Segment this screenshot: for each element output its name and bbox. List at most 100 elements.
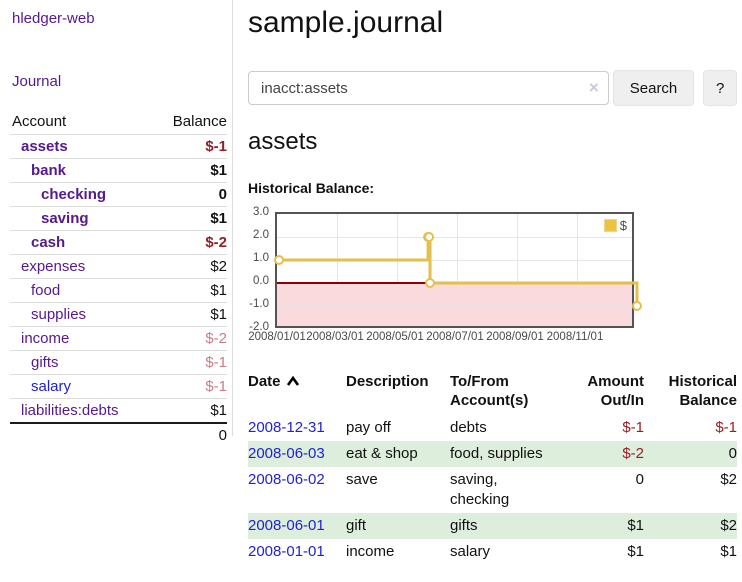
account-row: food $1 [10,278,227,302]
x-tick-label: 2008/07/01 [426,331,484,343]
search-row: × Search ? [248,70,737,106]
account-balance: 0 [218,186,227,203]
transaction-date-link[interactable]: 2008-12-31 [248,419,325,436]
historical-balance-chart: $ 3.0 2.0 1.0 0.0 -1.0 -2.0 2008/01/01 2008/03… [248,206,737,354]
account-balance: $2 [210,258,227,275]
account-row: expenses $2 [10,254,227,278]
transaction-date-link[interactable]: 2008-06-01 [248,517,325,534]
search-input[interactable] [248,71,609,105]
register-rows: 2008-12-31 pay off debts $-1 $-1 2008-06… [248,415,737,565]
sidebar: hledger-web Journal Account Balance asse… [0,0,233,444]
chart-gridline [517,214,518,326]
transaction-row: 2008-06-01 gift gifts $1 $2 [248,513,737,539]
account-row: cash $-2 [10,230,227,254]
x-tick-label: 2008/01/01 [248,331,306,343]
sidebar-item-journal[interactable]: Journal [12,73,62,90]
transaction-date-link[interactable]: 2008-01-01 [248,543,325,560]
chart-gridline [397,214,398,326]
account-row: checking 0 [10,182,227,206]
account-link[interactable]: checking [41,186,107,203]
account-balance: $-1 [205,378,227,395]
transaction-accounts: gifts [450,517,478,534]
transaction-accounts: saving, checking [450,471,510,508]
transaction-accounts: food, supplies [450,445,543,462]
chart-gridline [277,260,632,261]
legend-label: $ [619,218,627,233]
account-row: gifts $-1 [10,350,227,374]
chart-gridline [277,237,632,238]
column-header-accounts: To/From Account(s) [450,373,529,409]
account-link[interactable]: supplies [31,306,87,323]
y-tick-label: 1.0 [253,252,269,264]
account-row: assets $-1 [10,134,227,158]
search-button[interactable]: Search [612,70,695,106]
column-header-balance: Historical Balance [668,373,737,409]
x-tick-label: 2008/05/01 [366,331,424,343]
transaction-date-link[interactable]: 2008-06-02 [248,471,325,488]
account-link[interactable]: income [21,330,70,347]
chart-gridline [457,214,458,326]
account-row: saving $1 [10,206,227,230]
transaction-amount: $-1 [622,419,644,436]
account-balance: $1 [210,282,227,299]
x-tick-label: 2008/11/01 [546,331,604,343]
clear-search-icon[interactable]: × [588,78,599,97]
account-row: salary $-1 [10,374,227,398]
transaction-balance: $1 [720,543,737,560]
account-row: income $-2 [10,326,227,350]
chart-gridline [577,214,578,326]
transaction-amount: $1 [627,517,644,534]
app-brand-link[interactable]: hledger-web [12,10,95,27]
column-header-description: Description [346,373,429,390]
account-link[interactable]: food [31,282,61,299]
account-link[interactable]: expenses [21,258,86,275]
chart-gridline [277,306,632,307]
transaction-accounts: salary [450,543,491,560]
transaction-amount: 0 [635,471,644,488]
sort-chevron-up-icon [286,375,299,386]
transaction-description: gift [346,517,367,534]
y-tick-label: 2.0 [253,229,269,241]
account-column-header: Account [12,113,67,130]
accounts-table-header: Account Balance [12,110,227,134]
account-balance: $1 [210,306,227,323]
chart-gridline [337,214,338,326]
balance-line [274,232,642,311]
account-link[interactable]: gifts [31,354,59,371]
transaction-balance: $2 [720,471,737,488]
chart-plot-area: $ [274,212,642,328]
help-button[interactable]: ? [703,70,737,106]
account-link[interactable]: cash [31,234,66,251]
page-title: sample.journal [248,6,444,39]
y-tick-label: -2.0 [249,321,269,333]
account-balance: $1 [210,402,227,419]
account-link[interactable]: saving [41,210,89,227]
accounts-total-row: 0 [10,422,227,446]
account-row: bank $1 [10,158,227,182]
account-balance: $-2 [205,234,227,251]
main-content: sample.journal × Search ? assets Histori… [248,0,737,565]
account-title: assets [248,128,318,155]
account-balance: $1 [210,162,227,179]
transaction-description: save [346,471,378,488]
x-tick-label: 2008/09/01 [486,331,544,343]
account-link[interactable]: liabilities:debts [21,402,119,419]
accounts-total-value: 0 [218,427,227,444]
account-link[interactable]: bank [31,162,67,179]
account-link[interactable]: assets [21,138,68,155]
column-header-date[interactable]: Date [248,370,346,415]
account-balance: $-1 [205,354,227,371]
x-tick-label: 2008/03/01 [306,331,364,343]
account-balance: $1 [210,210,227,227]
transaction-date-link[interactable]: 2008-06-03 [248,445,325,462]
account-balance: $-2 [205,330,227,347]
account-row: liabilities:debts $1 [10,398,227,422]
transaction-amount: $-2 [622,445,644,462]
register-header-row: Date Description To/From Account(s) Amou… [248,370,737,415]
transaction-description: eat & shop [346,445,418,462]
transaction-description: pay off [346,419,391,436]
negative-region [277,284,632,326]
legend-swatch-icon [603,219,617,232]
account-link[interactable]: salary [31,378,72,395]
transaction-description: income [346,543,395,560]
